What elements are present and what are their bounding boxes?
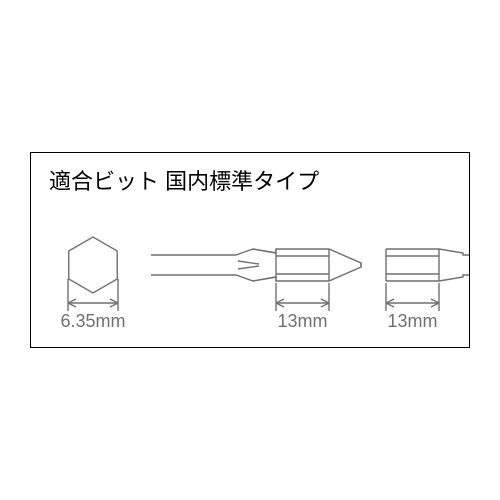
spec-panel: 適合ビット 国内標準タイプ 6.35mm 13mm 13mm — [30, 152, 470, 348]
hex-dimension-label: 6.35mm — [60, 311, 125, 331]
shaft-top — [386, 249, 469, 255]
panel-title: 適合ビット 国内標準タイプ — [49, 169, 319, 194]
shaft-bottom — [386, 275, 469, 281]
bit-dimension-label: 13mm — [277, 311, 327, 331]
hex-icon — [69, 237, 117, 293]
shaft-dimension-label: 13mm — [387, 311, 437, 331]
diagram-svg: 適合ビット 国内標準タイプ 6.35mm 13mm 13mm — [31, 153, 471, 349]
